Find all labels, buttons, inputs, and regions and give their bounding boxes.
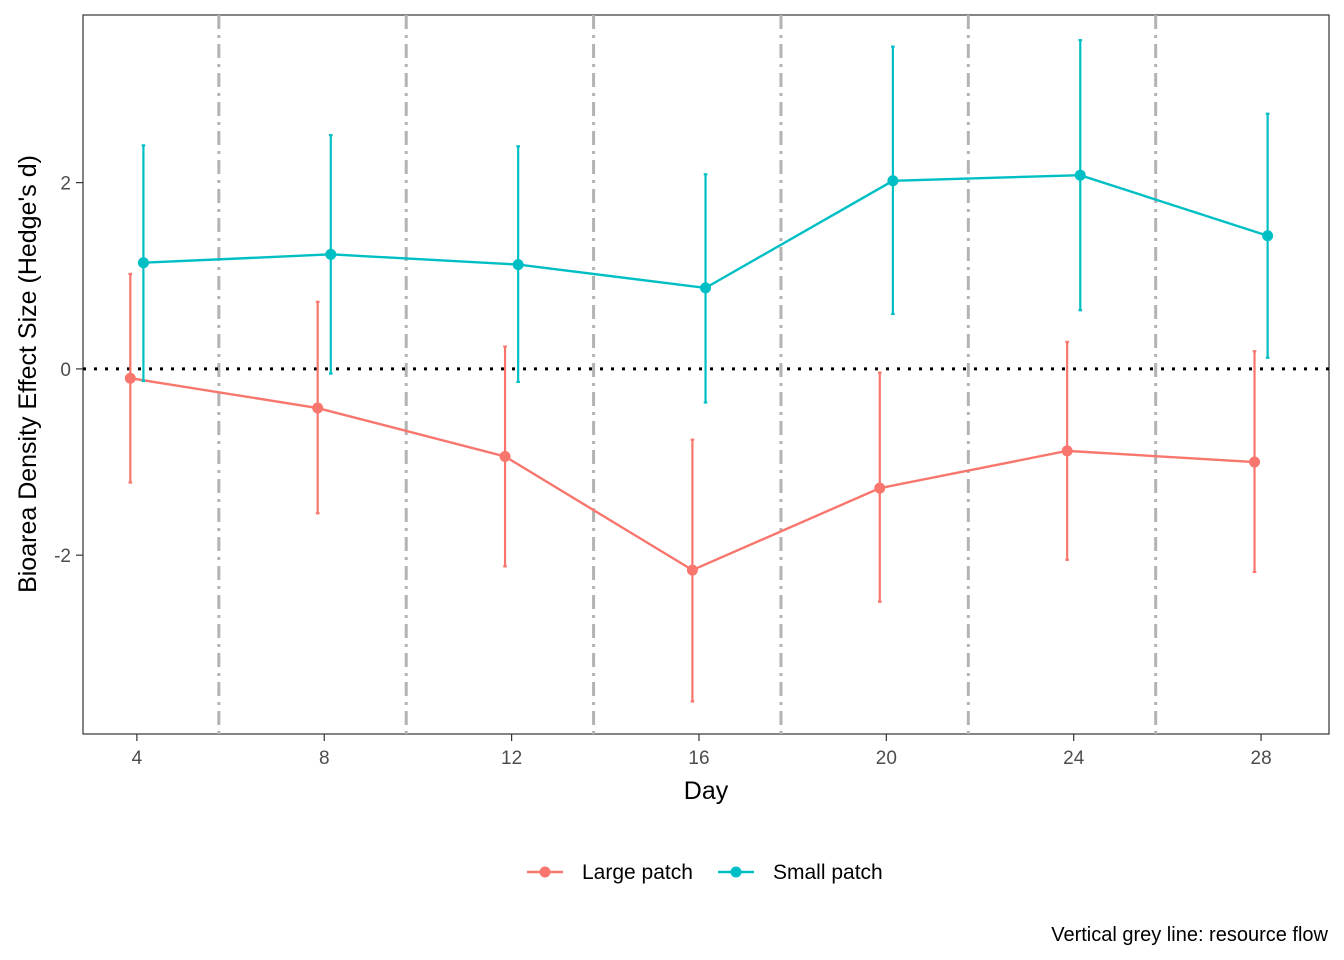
x-tick-label-4: 4 (132, 748, 143, 769)
legend-label-2: Small patch (773, 861, 883, 884)
data-point-2-4 (700, 282, 712, 294)
x-tick-label-28: 28 (1251, 748, 1272, 769)
data-point-1-7 (1249, 456, 1261, 468)
data-point-1-6 (1061, 445, 1073, 457)
y-tick-label-0: 0 (60, 360, 71, 381)
data-point-2-7 (1262, 230, 1274, 242)
resource-flow-lines (217, 15, 1158, 734)
x-tick-label-12: 12 (501, 748, 522, 769)
y-tick-label-2: 2 (60, 174, 71, 195)
data-point-1-5 (874, 482, 886, 494)
data-point-2-2 (325, 248, 337, 260)
legend-label-1: Large patch (582, 861, 693, 884)
y-tick-label--2: -2 (54, 546, 71, 567)
legend-item-1: Large patch (527, 861, 693, 884)
x-tick-label-24: 24 (1063, 748, 1085, 769)
x-axis-title: Day (684, 777, 729, 805)
data-point-2-6 (1074, 169, 1086, 181)
data-point-1-4 (686, 564, 698, 576)
data-point-1-1 (124, 372, 136, 384)
legend: Large patch Small patch (527, 861, 883, 884)
legend-key-point (539, 866, 551, 878)
data-point-2-3 (512, 259, 524, 271)
y-axis-title: Bioarea Density Effect Size (Hedge's d) (14, 155, 42, 593)
data-point-2-1 (137, 257, 149, 269)
x-tick-label-16: 16 (688, 748, 709, 769)
series-1 (124, 272, 1261, 703)
legend-key-point (730, 866, 742, 878)
series-2 (137, 39, 1274, 404)
x-axis: 4 8 12 16 20 24 28 (132, 734, 1272, 769)
data-point-1-3 (499, 450, 511, 462)
legend-item-2: Small patch (718, 861, 883, 884)
data-point-1-2 (312, 402, 324, 414)
x-tick-label-8: 8 (319, 748, 330, 769)
caption: Vertical grey line: resource flow (1051, 924, 1328, 946)
x-tick-label-20: 20 (876, 748, 897, 769)
series-layer (124, 39, 1274, 703)
y-axis: -2 0 2 (54, 174, 83, 567)
data-point-2-5 (887, 175, 899, 187)
